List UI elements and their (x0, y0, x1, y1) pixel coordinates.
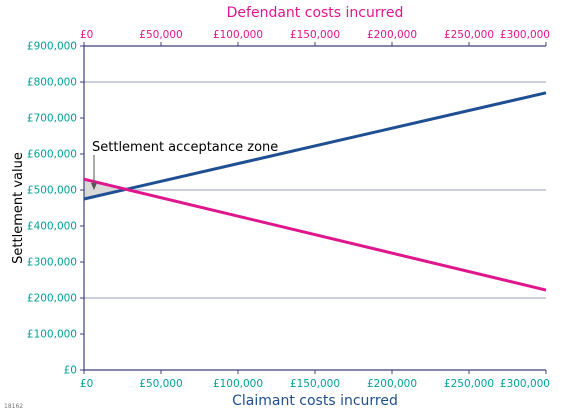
x-tick-label-top: £150,000 (290, 29, 340, 41)
x-tick-label-top: £300,000 (500, 29, 550, 41)
claimant-costs-line (83, 91, 547, 201)
y-tick-label: £800,000 (27, 77, 77, 89)
x-tick-label-bottom: £50,000 (139, 378, 182, 390)
y-tick-label: £200,000 (27, 293, 77, 305)
x-tick-label-top: £0 (80, 29, 93, 41)
y-axis-title: Settlement value (11, 152, 26, 264)
x-tick-label-bottom: £100,000 (213, 378, 263, 390)
y-tick-label: £600,000 (27, 149, 77, 161)
annotation-label: Settlement acceptance zone (92, 140, 278, 155)
defendant-costs-line (83, 177, 547, 292)
x-tick-label-bottom: £300,000 (500, 378, 550, 390)
figure-id: 18162 (4, 403, 23, 410)
y-tick-label: £500,000 (27, 185, 77, 197)
x-tick-label-bottom: £250,000 (444, 378, 494, 390)
annotation-arrowhead (91, 183, 97, 190)
gridlines (84, 81, 546, 299)
x-tick-labels-top: £0 £50,000 £100,000 £150,000 £200,000 £250,00… (80, 29, 550, 46)
x-tick-labels-bottom: £0 £50,000 £100,000 £150,000 £200,000 £250,00… (80, 370, 550, 390)
y-tick-label: £700,000 (27, 113, 77, 125)
x-tick-label-top: £100,000 (213, 29, 263, 41)
y-tick-label: £0 (64, 365, 77, 377)
y-tick-label: £900,000 (27, 41, 77, 53)
y-tick-label: £300,000 (27, 257, 77, 269)
x-tick-label-bottom: £150,000 (290, 378, 340, 390)
x-axis-bottom-title: Claimant costs incurred (232, 393, 398, 409)
y-tick-label: £100,000 (27, 329, 77, 341)
x-tick-label-top: £200,000 (367, 29, 417, 41)
x-tick-label-bottom: £200,000 (367, 378, 417, 390)
series-lines (83, 91, 547, 292)
x-tick-label-top: £50,000 (139, 29, 182, 41)
x-axis-top-title: Defendant costs incurred (227, 5, 404, 21)
x-tick-label-top: £250,000 (444, 29, 494, 41)
y-tick-labels: £0 £100,000 £200,000 £300,000 £400,000 £500,0… (27, 41, 84, 377)
y-tick-label: £400,000 (27, 221, 77, 233)
x-tick-label-bottom: £0 (80, 378, 93, 390)
